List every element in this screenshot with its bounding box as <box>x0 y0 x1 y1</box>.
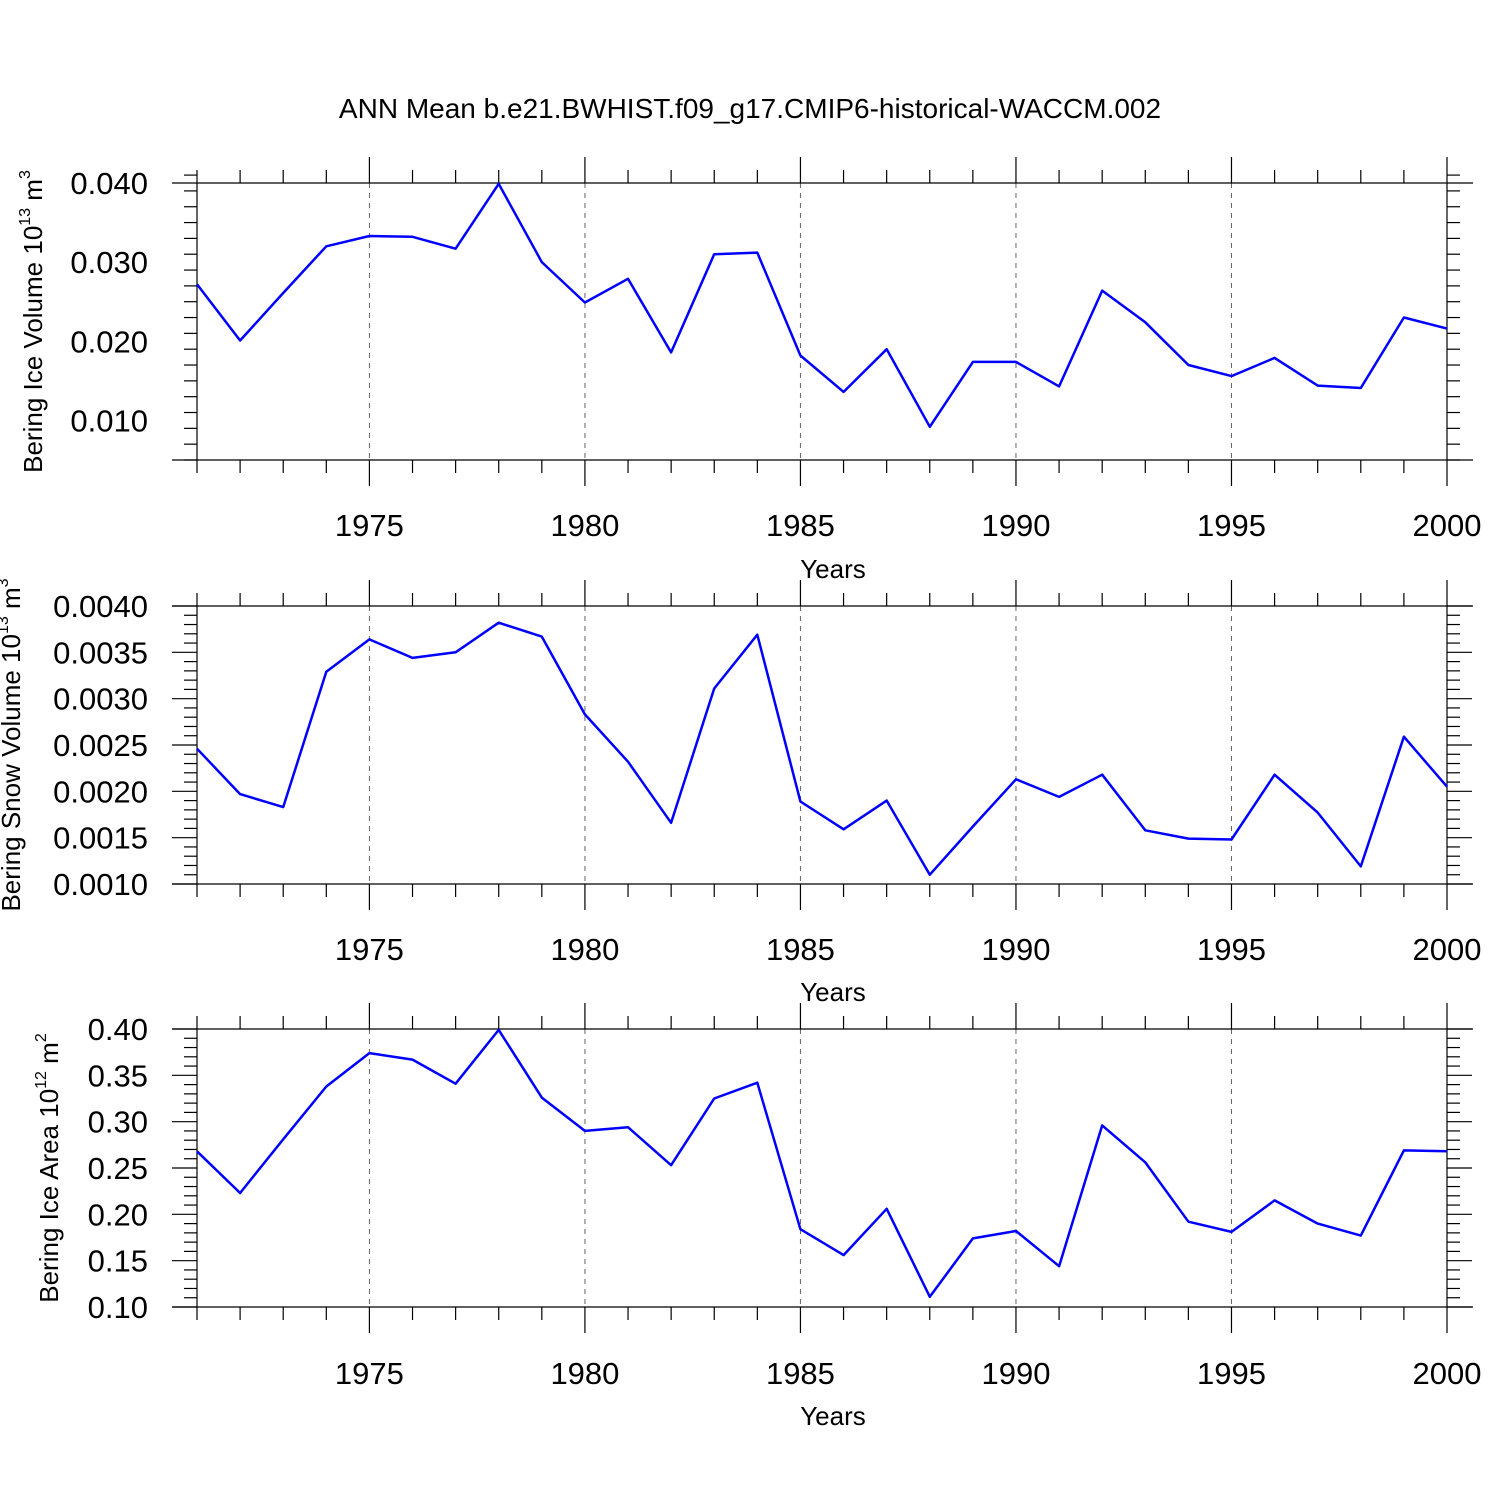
y-tick-label: 0.35 <box>88 1058 148 1093</box>
chart-title: ANN Mean b.e21.BWHIST.f09_g17.CMIP6-hist… <box>339 93 1161 124</box>
y-axis-label: Bering Ice Volume 1013 m3 <box>17 170 48 473</box>
x-tick-label: 1995 <box>1197 932 1266 967</box>
y-tick-label: 0.040 <box>70 166 148 201</box>
y-tick-label: 0.30 <box>88 1105 148 1140</box>
panel-3: 0.10 0.15 0.20 0.25 0.30 0.35 0.40 1975 1980 1985… <box>33 1003 1481 1431</box>
x-tick-label: 1985 <box>766 932 835 967</box>
x-tick-label: 1990 <box>981 932 1050 967</box>
y-axis-label: Bering Snow Volume 1013 m3 <box>0 578 26 911</box>
x-tick-label: 1995 <box>1197 1356 1266 1391</box>
x-tick-label: 2000 <box>1413 932 1482 967</box>
x-tick-label: 1980 <box>550 1356 619 1391</box>
x-tick-label: 1995 <box>1197 508 1266 543</box>
y-tick-label: 0.0040 <box>53 589 148 624</box>
x-tick-label: 1980 <box>550 508 619 543</box>
series-line <box>196 1028 1448 1299</box>
y-tick-label: 0.030 <box>70 245 148 280</box>
x-tick-label: 1990 <box>981 508 1050 543</box>
y-tick-label: 0.0025 <box>53 728 148 763</box>
panels: 0.010 0.020 0.030 0.040 1975 1980 1985 1990 1995… <box>0 157 1481 1431</box>
y-tick-label: 0.0030 <box>53 682 148 717</box>
x-tick-label: 1975 <box>335 508 404 543</box>
x-tick-label: 1980 <box>550 932 619 967</box>
x-tick-label: 2000 <box>1413 1356 1482 1391</box>
x-tick-label: 1990 <box>981 1356 1050 1391</box>
x-axis-label: Years <box>800 554 866 584</box>
y-tick-label: 0.0020 <box>53 774 148 809</box>
panel-2: 0.0010 0.0015 0.0020 0.0025 0.0030 0.0035 0.00… <box>0 578 1481 1007</box>
y-tick-label: 0.15 <box>88 1244 148 1279</box>
x-tick-label: 1985 <box>766 1356 835 1391</box>
y-tick-label: 0.0035 <box>53 635 148 670</box>
y-tick-label: 0.40 <box>88 1012 148 1047</box>
y-tick-label: 0.25 <box>88 1151 148 1186</box>
panel-1: 0.010 0.020 0.030 0.040 1975 1980 1985 1990 1995… <box>17 157 1481 584</box>
x-tick-label: 1975 <box>335 1356 404 1391</box>
series-line <box>196 182 1448 429</box>
y-tick-label: 0.0015 <box>53 821 148 856</box>
x-tick-label: 1985 <box>766 508 835 543</box>
x-tick-label: 2000 <box>1413 508 1482 543</box>
y-axis-label: Bering Ice Area 1012 m2 <box>33 1033 64 1303</box>
x-axis-label: Years <box>800 977 866 1007</box>
x-tick-label: 1975 <box>335 932 404 967</box>
y-tick-label: 0.010 <box>70 403 148 438</box>
series-line <box>196 621 1448 876</box>
y-tick-label: 0.0010 <box>53 867 148 902</box>
x-axis-label: Years <box>800 1401 866 1431</box>
y-tick-label: 0.020 <box>70 324 148 359</box>
y-tick-label: 0.10 <box>88 1290 148 1325</box>
y-tick-label: 0.20 <box>88 1197 148 1232</box>
